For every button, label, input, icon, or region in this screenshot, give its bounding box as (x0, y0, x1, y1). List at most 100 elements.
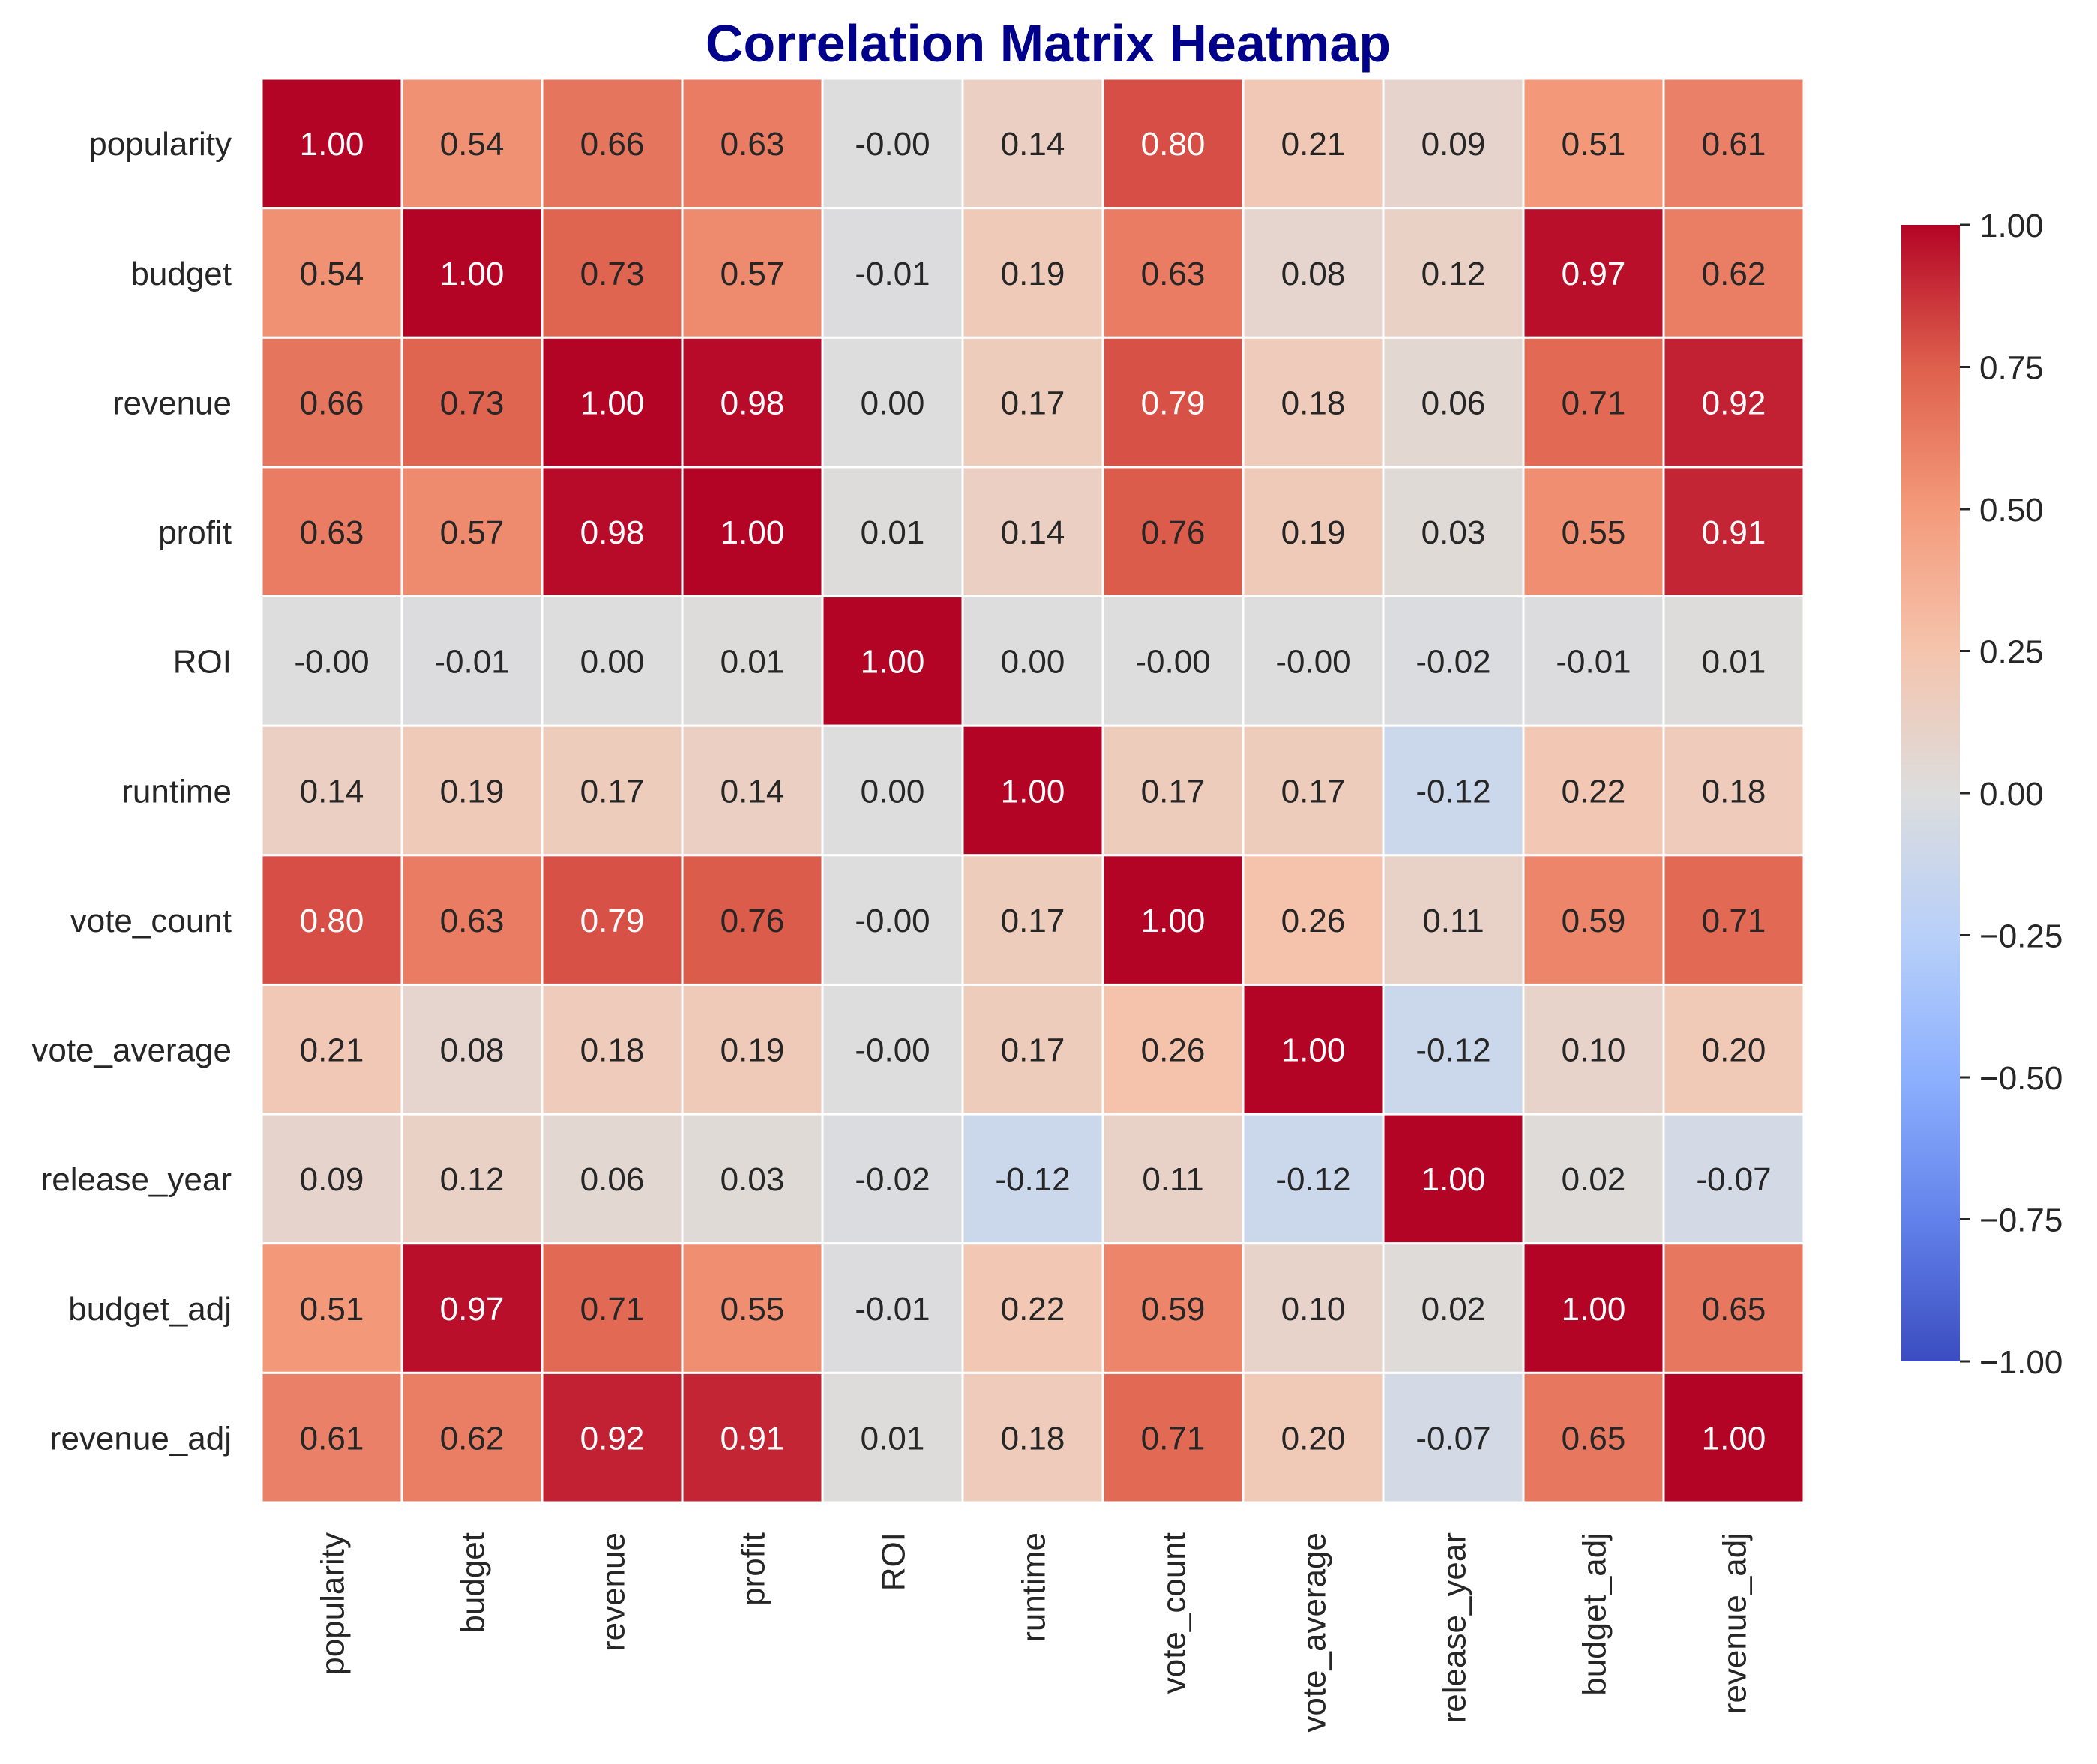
cell-value-budget-runtime: 0.19 (1001, 256, 1065, 292)
cell-value-revenue-revenue_adj: 0.92 (1702, 385, 1766, 421)
cell-value-budget-budget_adj: 0.97 (1562, 256, 1626, 292)
colorbar-gradient (1901, 225, 1960, 1361)
col-label-release_year: release_year (1436, 1532, 1472, 1723)
col-label-budget: budget (454, 1532, 491, 1634)
cell-value-release_year-revenue: 0.06 (580, 1161, 645, 1198)
heatmap-cell-vote_count-budget (400, 854, 544, 986)
x-axis-tick-labels: popularity budget revenue profit ROI runtime v… (314, 1532, 1753, 1733)
y-axis-tick-labels: popularity budget revenue profit ROI runtime v… (31, 126, 232, 1457)
col-label-revenue_adj: revenue_adj (1716, 1532, 1753, 1714)
cell-value-popularity-revenue: 0.66 (580, 126, 645, 163)
cell-value-vote_average-profit: 0.19 (720, 1032, 785, 1069)
cell-value-revenue_adj-vote_count: 0.71 (1141, 1421, 1206, 1457)
cell-value-popularity-release_year: 0.09 (1421, 126, 1486, 163)
col-label-vote_average: vote_average (1296, 1532, 1332, 1733)
heatmap-cell-budget-popularity (260, 207, 403, 339)
heatmap-cell-release_year-release_year (1382, 1113, 1525, 1245)
colorbar: 1.00 0.75 0.50 0.25 0.00 −0.25 −0.50 −0.75 −1.00 (1901, 208, 2063, 1381)
cell-value-popularity-popularity: 1.00 (300, 126, 364, 163)
cell-value-revenue_adj-revenue_adj: 1.00 (1702, 1421, 1766, 1457)
heatmap-cell-budget_adj-revenue_adj (1662, 1242, 1805, 1374)
cell-value-budget_adj-release_year: 0.02 (1421, 1291, 1486, 1328)
cell-value-revenue-vote_average: 0.18 (1281, 385, 1346, 421)
heatmap-cell-release_year-runtime (961, 1113, 1104, 1245)
heatmap-cell-profit-runtime (961, 466, 1104, 598)
cell-value-budget_adj-vote_average: 0.10 (1281, 1291, 1346, 1328)
cell-value-vote_average-budget: 0.08 (440, 1032, 505, 1069)
cell-value-vote_count-profit: 0.76 (720, 903, 785, 939)
heatmap-cell-vote_average-revenue_adj (1662, 983, 1805, 1116)
cell-value-vote_average-runtime: 0.17 (1001, 1032, 1065, 1069)
cell-value-vote_average-vote_count: 0.26 (1141, 1032, 1206, 1069)
cell-value-budget-vote_count: 0.63 (1141, 256, 1206, 292)
heatmap-cell-runtime-profit (681, 724, 824, 857)
heatmap-cell-budget_adj-profit (681, 1242, 824, 1374)
heatmap-cell-release_year-revenue (541, 1113, 684, 1245)
heatmap-cell-budget-ROI (821, 207, 964, 339)
heatmap-cell-revenue_adj-revenue (541, 1371, 684, 1504)
heatmap-cell-release_year-vote_count (1101, 1113, 1245, 1245)
heatmap-cell-revenue-popularity (260, 336, 403, 469)
cell-value-release_year-budget_adj: 0.02 (1562, 1161, 1626, 1198)
cell-value-release_year-budget: 0.12 (440, 1161, 505, 1198)
colorbar-tick-label: −0.75 (1979, 1202, 2063, 1238)
cell-value-profit-runtime: 0.14 (1001, 514, 1065, 551)
cell-value-popularity-vote_average: 0.21 (1281, 126, 1346, 163)
heatmap-cell-popularity-budget_adj (1522, 77, 1665, 210)
cell-value-runtime-vote_average: 0.17 (1281, 773, 1346, 810)
heatmap-cell-revenue_adj-ROI (821, 1371, 964, 1504)
cell-value-revenue-budget_adj: 0.71 (1562, 385, 1626, 421)
cell-value-ROI-revenue_adj: 0.01 (1702, 644, 1766, 681)
heatmap-cell-budget_adj-release_year (1382, 1242, 1525, 1374)
colorbar-tick-label: −1.00 (1979, 1344, 2063, 1381)
cell-value-revenue-runtime: 0.17 (1001, 385, 1065, 421)
heatmap-cell-vote_average-popularity (260, 983, 403, 1116)
cell-value-budget-release_year: 0.12 (1421, 256, 1486, 292)
heatmap-cell-budget-budget_adj (1522, 207, 1665, 339)
cell-value-ROI-revenue: 0.00 (580, 644, 645, 681)
colorbar-tick-label: 0.50 (1979, 492, 2044, 529)
row-label-revenue_adj: revenue_adj (50, 1421, 232, 1457)
heatmap-cell-vote_average-budget (400, 983, 544, 1116)
heatmap-cell-ROI-profit (681, 595, 824, 727)
cell-value-revenue-profit: 0.98 (720, 385, 785, 421)
cell-value-vote_count-vote_average: 0.26 (1281, 903, 1346, 939)
heatmap-cell-runtime-release_year (1382, 724, 1525, 857)
heatmap-cell-revenue-revenue_adj (1662, 336, 1805, 469)
heatmap-cell-release_year-revenue_adj (1662, 1113, 1805, 1245)
cell-value-release_year-vote_count: 0.11 (1142, 1161, 1203, 1198)
cell-value-budget_adj-ROI: -0.01 (855, 1291, 930, 1328)
heatmap-cell-vote_count-runtime (961, 854, 1104, 986)
cell-value-release_year-release_year: 1.00 (1421, 1161, 1486, 1198)
heatmap-cell-vote_average-vote_average (1242, 983, 1385, 1116)
cell-value-profit-ROI: 0.01 (861, 514, 925, 551)
cell-value-runtime-revenue_adj: 0.18 (1702, 773, 1766, 810)
cell-value-vote_count-ROI: -0.00 (855, 903, 930, 939)
cell-value-vote_average-ROI: -0.00 (855, 1032, 930, 1069)
cell-value-revenue_adj-popularity: 0.61 (300, 1421, 364, 1457)
col-label-revenue: revenue (595, 1532, 631, 1652)
row-label-vote_count: vote_count (70, 903, 232, 939)
cell-value-profit-vote_count: 0.76 (1141, 514, 1206, 551)
heatmap-cell-popularity-vote_average (1242, 77, 1385, 210)
row-label-runtime: runtime (121, 773, 232, 810)
heatmap-cell-vote_count-vote_average (1242, 854, 1385, 986)
heatmap-cell-revenue-runtime (961, 336, 1104, 469)
cell-value-vote_count-release_year: 0.11 (1422, 903, 1484, 939)
heatmap-cell-ROI-budget_adj (1522, 595, 1665, 727)
colorbar-tick-label: −0.25 (1979, 918, 2063, 954)
cell-value-revenue-vote_count: 0.79 (1141, 385, 1206, 421)
heatmap-cell-vote_count-revenue (541, 854, 684, 986)
row-label-revenue: revenue (112, 385, 232, 421)
cell-value-revenue_adj-profit: 0.91 (720, 1421, 785, 1457)
cell-value-runtime-popularity: 0.14 (300, 773, 364, 810)
heatmap-cell-budget-revenue (541, 207, 684, 339)
colorbar-tick-label: 0.00 (1979, 776, 2044, 813)
col-label-ROI: ROI (875, 1532, 912, 1591)
cell-value-vote_count-budget_adj: 0.59 (1562, 903, 1626, 939)
heatmap-cell-profit-release_year (1382, 466, 1525, 598)
heatmap-cell-revenue-release_year (1382, 336, 1525, 469)
colorbar-tick-label: 1.00 (1979, 208, 2044, 244)
heatmap-cell-budget-vote_average (1242, 207, 1385, 339)
